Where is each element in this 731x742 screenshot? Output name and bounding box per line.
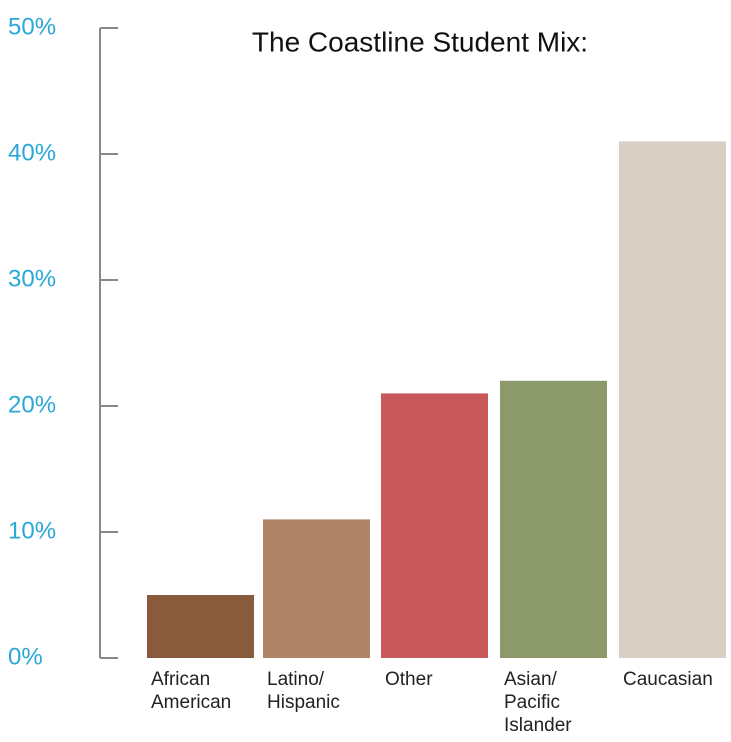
chart-title: The Coastline Student Mix: [252, 26, 588, 57]
page: The Coastline Student Mix: 0% 10% 20% 30% 40… [0, 0, 731, 742]
bar [147, 595, 254, 658]
x-tick-label: Asian/ Pacific Islander [504, 668, 609, 737]
x-tick-label: African American [151, 668, 256, 714]
y-tick-label: 0% [8, 643, 43, 670]
x-tick-label: Latino/ Hispanic [267, 668, 372, 714]
bar [263, 519, 370, 658]
y-tick-label: 50% [8, 13, 56, 40]
chart: The Coastline Student Mix: 0% 10% 20% 30% 40… [0, 0, 731, 742]
y-tick-label: 40% [8, 139, 56, 166]
bar [619, 141, 726, 658]
bar [500, 381, 607, 658]
x-tick-label: Other [385, 668, 490, 691]
x-tick-label: Caucasian [623, 668, 728, 691]
y-tick-label: 20% [8, 391, 56, 418]
y-tick-label: 30% [8, 265, 56, 292]
bar [381, 393, 488, 658]
y-tick-label: 10% [8, 517, 56, 544]
